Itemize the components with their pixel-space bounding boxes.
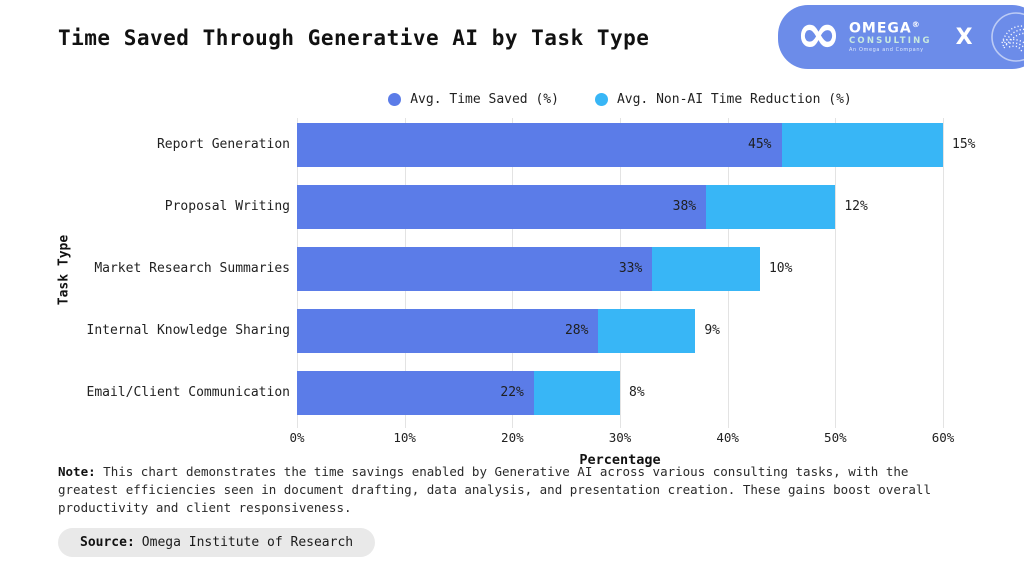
- bar-segment-non-ai-reduction: [781, 123, 943, 167]
- collab-x-label: X: [955, 24, 973, 50]
- x-axis-ticks: 0% 10% 20% 30% 40% 50% 60%: [289, 430, 954, 446]
- note-prefix: Note:: [58, 464, 96, 479]
- bar-outer-value-label: 8%: [629, 385, 645, 400]
- bar-segment-time-saved: 22%: [297, 371, 534, 415]
- x-tick-label: 50%: [824, 430, 847, 445]
- bar-value-label: 33%: [618, 261, 643, 276]
- bar-value-label: 38%: [672, 199, 697, 214]
- bar-segment-time-saved: 45%: [297, 123, 782, 167]
- legend-dot-icon: [594, 92, 608, 106]
- category-label: Proposal Writing: [164, 199, 290, 214]
- bar-outer-value-label: 10%: [768, 261, 793, 276]
- legend-label: Avg. Time Saved (%): [410, 91, 559, 107]
- bar-outer-value-label: 9%: [704, 323, 721, 338]
- bar-segment-time-saved: 33%: [297, 247, 653, 291]
- category-label: Email/Client Communication: [86, 385, 291, 400]
- legend-label: Avg. Non-AI Time Reduction (%): [616, 91, 852, 107]
- x-axis-label: Percentage: [579, 452, 661, 468]
- plot-area: 45% 15% 38% 12% 33% 10% 28% 9% 22% 8%: [297, 118, 975, 428]
- category-label: Internal Knowledge Sharing: [86, 323, 291, 338]
- legend-item: Avg. Time Saved (%): [388, 92, 559, 107]
- source-text: Omega Institute of Research: [141, 535, 354, 550]
- bar-segment-non-ai-reduction: [706, 185, 836, 229]
- brand-division: CONSULTING: [848, 36, 932, 47]
- legend-dot-icon: [388, 92, 402, 106]
- bar-outer-value-label: 15%: [952, 137, 976, 152]
- category-label: Report Generation: [156, 137, 290, 152]
- page-title: Time Saved Through Generative AI by Task…: [58, 26, 650, 50]
- bar-segment-time-saved: 38%: [297, 185, 707, 229]
- source-prefix: Source:: [80, 535, 135, 550]
- bar-segment-non-ai-reduction: [598, 309, 696, 353]
- x-tick-label: 30%: [608, 430, 632, 445]
- x-tick-label: 20%: [501, 430, 524, 445]
- registered-mark: ®: [911, 20, 921, 30]
- brand-tagline: An Omega and Company: [848, 46, 924, 53]
- gridline: [835, 118, 837, 428]
- x-tick-label: 0%: [289, 430, 305, 445]
- brand-name-text: OMEGA: [848, 21, 912, 38]
- x-tick-label: 10%: [393, 430, 416, 445]
- bar-segment-time-saved: 28%: [297, 309, 599, 353]
- x-tick-label: 60%: [931, 430, 955, 445]
- bar-segment-non-ai-reduction: [652, 247, 760, 291]
- globe-icon: [990, 12, 1024, 62]
- note-body: This chart demonstrates the time savings…: [58, 464, 931, 515]
- omega-infinity-logo-icon: ∞: [796, 2, 841, 65]
- brand-name: OMEGA®: [849, 20, 932, 37]
- gridline: [943, 118, 944, 428]
- brand-badge: ∞ OMEGA® CONSULTING An Omega and Company…: [778, 5, 1024, 69]
- bar-segment-non-ai-reduction: [533, 371, 620, 415]
- bar-value-label: 45%: [748, 137, 772, 152]
- source-pill: Source: Omega Institute of Research: [58, 528, 376, 557]
- note-text: Note: This chart demonstrates the time s…: [58, 463, 963, 517]
- bar-value-label: 22%: [500, 385, 524, 400]
- bar-value-label: 28%: [564, 323, 589, 338]
- category-labels: Report Generation Proposal Writing Market …: [0, 118, 291, 428]
- legend: Avg. Time Saved (%) Avg. Non-AI Time Redu…: [297, 90, 943, 108]
- category-label: Market Research Summaries: [94, 261, 290, 276]
- brand-text-block: OMEGA® CONSULTING An Omega and Company: [849, 20, 932, 53]
- x-tick-label: 40%: [716, 430, 739, 445]
- legend-item: Avg. Non-AI Time Reduction (%): [594, 91, 852, 107]
- bar-outer-value-label: 12%: [844, 199, 868, 214]
